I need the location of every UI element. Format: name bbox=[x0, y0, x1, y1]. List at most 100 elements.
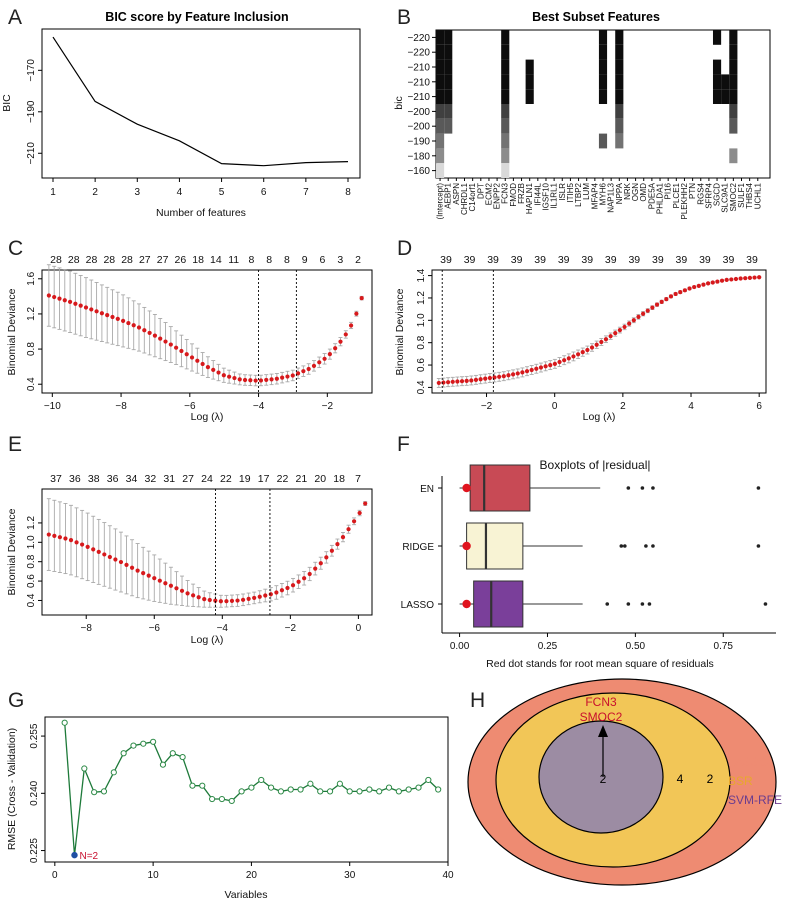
panel-d-mean-point bbox=[719, 278, 725, 283]
panel-c-mean-point bbox=[264, 377, 269, 383]
panel-a-ylabel: BIC bbox=[1, 94, 13, 112]
panel-e-mean-point bbox=[240, 597, 246, 602]
panel-d-mean-point bbox=[668, 294, 674, 299]
panel-c-top-count: 28 bbox=[86, 254, 98, 266]
panel-d-mean-point bbox=[715, 279, 720, 284]
panel-d-frame bbox=[431, 269, 767, 394]
venn-legend-bsr: BSR bbox=[728, 774, 753, 788]
panel-b-ytick-label: −220 bbox=[407, 48, 430, 59]
panel-g-xtick-label: 20 bbox=[246, 870, 258, 881]
panel-e-mean-point bbox=[340, 535, 346, 540]
panel-b-heat-cell bbox=[436, 44, 445, 60]
panel-g-point bbox=[248, 784, 255, 791]
panel-b-heat-cell bbox=[436, 30, 445, 45]
panel-b-heat-cell bbox=[615, 133, 624, 149]
panel-e-top-count: 17 bbox=[258, 473, 270, 485]
panel-e-mean-point bbox=[107, 554, 112, 560]
panel-label-f: F bbox=[397, 433, 410, 456]
panel-label-a: A bbox=[8, 6, 22, 29]
panel-c-mean-point bbox=[57, 296, 62, 301]
panel-c-mean-point bbox=[359, 296, 364, 301]
panel-g-point bbox=[287, 786, 294, 793]
panel-b-column-label: OMD bbox=[639, 183, 648, 202]
panel-d-ytick-label: 1.4 bbox=[416, 268, 427, 282]
panel-e-mean-point bbox=[80, 542, 85, 547]
panel-b-column-label: (Intercept) bbox=[436, 183, 445, 220]
venn-arrow-head bbox=[598, 725, 608, 737]
panel-e-top-count: 22 bbox=[277, 473, 289, 485]
panel-b-heat-cell bbox=[501, 59, 510, 75]
panel-g-point bbox=[159, 761, 167, 768]
panel-d-mean-point bbox=[455, 379, 460, 384]
panel-d-mean-point bbox=[534, 366, 539, 371]
panel-d-mean-point bbox=[446, 380, 451, 385]
panel-c-mean-point bbox=[184, 352, 189, 357]
panel-e-top-count: 20 bbox=[314, 473, 326, 485]
panel-e-mean-point bbox=[224, 599, 229, 604]
panel-f-category-label: LASSO bbox=[401, 600, 435, 611]
panel-d-mean-point bbox=[617, 327, 622, 333]
panel-e-ytick-label: 0.4 bbox=[26, 593, 37, 607]
panel-b-column-label: OGN bbox=[631, 183, 640, 201]
panel-g-point bbox=[179, 753, 186, 761]
panel-d-mean-point bbox=[696, 283, 701, 288]
panel-b-heat-cell bbox=[598, 30, 608, 45]
panel-d-top-count: 39 bbox=[440, 254, 452, 266]
panel-e-top-count: 31 bbox=[163, 473, 175, 485]
panel-a-xtick-label: 4 bbox=[177, 187, 183, 198]
panel-f-outlier bbox=[756, 544, 761, 548]
panel-g-ytick-label: 0.240 bbox=[29, 780, 40, 805]
panel-f-box bbox=[466, 522, 524, 570]
panel-e-top-count: 37 bbox=[50, 473, 62, 485]
panel-c-mean-point bbox=[242, 377, 248, 383]
panel-d-mean-point bbox=[594, 342, 599, 347]
panel-b-heat-cell bbox=[501, 133, 510, 149]
panel-c-top-count: 28 bbox=[103, 254, 115, 266]
panel-d-mean-point bbox=[589, 345, 595, 350]
panel-b-heat-cell bbox=[598, 74, 608, 90]
panel-b-heat-cell bbox=[501, 74, 510, 90]
panel-e-mean-point bbox=[346, 527, 351, 532]
panel-d-mean-point bbox=[733, 276, 739, 282]
panel-f-outlier bbox=[626, 486, 631, 490]
panel-c-mean-point bbox=[67, 299, 73, 304]
panel-b-heat-cell bbox=[712, 59, 722, 75]
panel-c-mean-point bbox=[126, 320, 131, 326]
panel-b-column-label: PTN bbox=[688, 183, 697, 199]
panel-f-outlier bbox=[763, 602, 768, 606]
panel-c-top-count: 8 bbox=[284, 254, 290, 266]
panel-a-frame bbox=[41, 28, 361, 179]
panel-g-xtick-label: 0 bbox=[52, 870, 58, 881]
panel-d-mean-point bbox=[682, 288, 687, 293]
panel-b-heat-cell bbox=[615, 118, 624, 134]
panel-b-column-label: IGSF10 bbox=[541, 182, 550, 210]
panel-b-heat-cell bbox=[525, 74, 534, 90]
panel-d-mean-point bbox=[543, 364, 548, 369]
panel-b-column-label: THBS4 bbox=[745, 182, 754, 208]
panel-d-mean-point bbox=[459, 379, 465, 384]
panel-label-h: H bbox=[470, 689, 485, 712]
panel-c-mean-point bbox=[232, 375, 237, 381]
panel-d-ytick-label: 1.2 bbox=[416, 291, 427, 305]
panel-b-heat-cell bbox=[501, 44, 510, 60]
panel-c-top-count: 8 bbox=[266, 254, 272, 266]
panel-d-mean-point bbox=[631, 318, 636, 323]
panel-d-xtick-label: 2 bbox=[620, 401, 626, 412]
panel-b-column-label: UCHL1 bbox=[753, 182, 762, 209]
panel-e-mean-point bbox=[141, 571, 146, 576]
panel-f-rms-dot bbox=[462, 541, 471, 551]
panel-b-heat-cell bbox=[615, 74, 624, 90]
panel-e-mean-point bbox=[263, 593, 268, 598]
panel-g-point bbox=[130, 742, 137, 749]
panel-e-mean-point bbox=[290, 583, 296, 588]
panel-a-ytick-label: −190 bbox=[26, 100, 37, 123]
venn-count-svmrfe: 2 bbox=[600, 772, 607, 786]
panel-g-point bbox=[189, 782, 196, 789]
panel-d-mean-point bbox=[464, 378, 469, 383]
panel-b-heat-cell bbox=[598, 133, 608, 149]
panel-g-point bbox=[150, 738, 157, 745]
panel-b-heat-cell bbox=[729, 74, 738, 90]
panel-f-outlier bbox=[651, 486, 655, 490]
panel-c-top-count: 2 bbox=[355, 254, 361, 266]
panel-e-mean-point bbox=[252, 595, 257, 601]
